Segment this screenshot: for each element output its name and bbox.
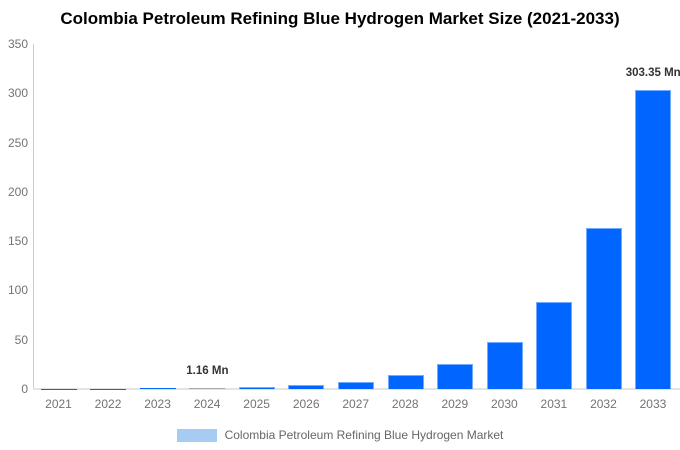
x-tick-label-2030: 2030 bbox=[490, 397, 518, 411]
x-tick-label-2032: 2032 bbox=[590, 397, 617, 411]
bar-2030[interactable] bbox=[486, 342, 523, 389]
x-tick-label-2027: 2027 bbox=[342, 397, 370, 411]
x-tick-label-2023: 2023 bbox=[144, 397, 171, 411]
y-tick-label-250: 250 bbox=[7, 135, 28, 150]
legend-swatch bbox=[176, 428, 217, 442]
chart-title: Colombia Petroleum Refining Blue Hydroge… bbox=[60, 9, 620, 28]
bar-2024[interactable] bbox=[189, 387, 226, 389]
bar-2026[interactable] bbox=[288, 385, 325, 389]
y-tick-label-150: 150 bbox=[7, 234, 28, 249]
x-tick-label-2025: 2025 bbox=[243, 397, 270, 411]
value-label-2033: 303.35 Mn bbox=[625, 66, 680, 79]
y-tick-label-50: 50 bbox=[14, 332, 28, 347]
x-tick-label-2031: 2031 bbox=[540, 397, 568, 411]
legend-label: Colombia Petroleum Refining Blue Hydroge… bbox=[224, 428, 504, 442]
value-label-2024: 1.16 Mn bbox=[186, 364, 229, 377]
y-tick-label-200: 200 bbox=[7, 184, 28, 199]
x-tick-label-2028: 2028 bbox=[391, 397, 419, 411]
bar-2025[interactable] bbox=[238, 386, 275, 389]
bar-2032[interactable] bbox=[585, 227, 622, 389]
bar-2023[interactable] bbox=[139, 388, 176, 389]
bar-2028[interactable] bbox=[387, 375, 424, 389]
x-tick-label-2024: 2024 bbox=[193, 397, 221, 411]
x-tick-label-2033: 2033 bbox=[639, 397, 667, 411]
x-tick-label-2029: 2029 bbox=[441, 397, 469, 411]
legend[interactable]: Colombia Petroleum Refining Blue Hydroge… bbox=[0, 428, 680, 442]
y-tick-label-300: 300 bbox=[7, 86, 28, 101]
y-tick-label-0: 0 bbox=[21, 382, 28, 396]
y-tick-label-350: 350 bbox=[7, 37, 28, 51]
x-axis-baseline bbox=[33, 388, 680, 390]
y-tick-label-100: 100 bbox=[7, 283, 28, 298]
bar-2027[interactable] bbox=[338, 381, 374, 389]
bar-2033[interactable] bbox=[635, 89, 672, 389]
x-tick-label-2021: 2021 bbox=[45, 397, 72, 411]
x-tick-label-2022: 2022 bbox=[94, 397, 122, 411]
bar-2029[interactable] bbox=[437, 363, 474, 389]
bar-2031[interactable] bbox=[536, 302, 573, 389]
y-axis-line bbox=[33, 44, 34, 389]
x-tick-label-2026: 2026 bbox=[292, 397, 320, 411]
